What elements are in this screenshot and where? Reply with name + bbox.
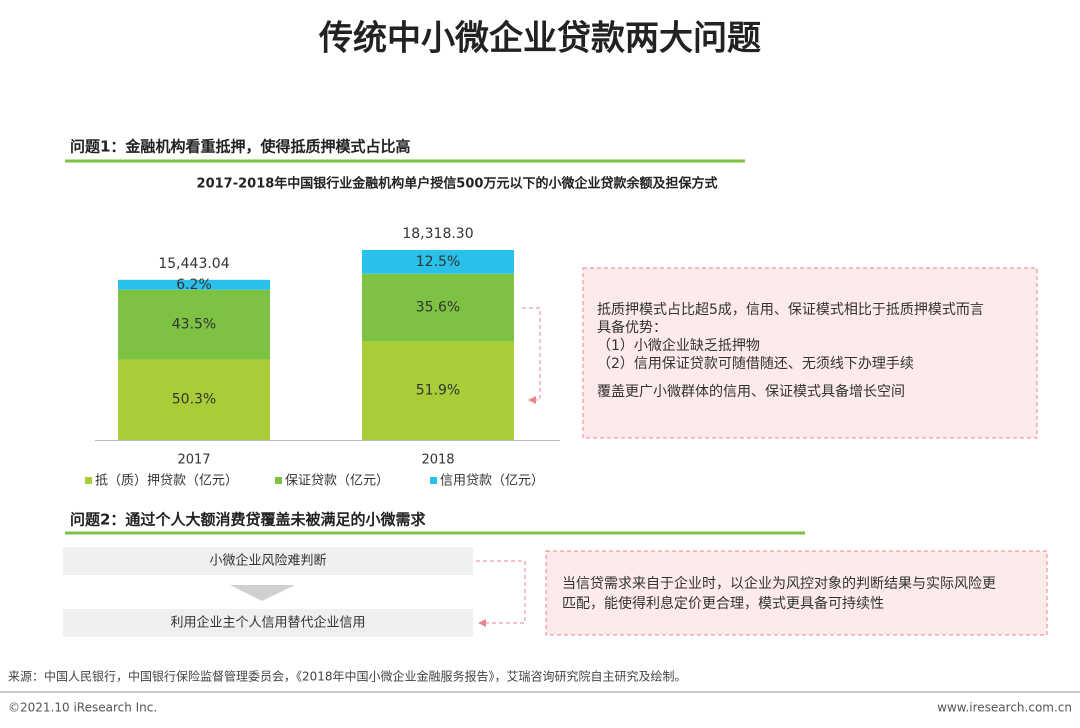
footer-right: www.iresearch.com.cn [937, 701, 1072, 715]
footer-left: ©2021.10 iResearch Inc. [8, 701, 157, 715]
section-title: 问题1：金融机构看重抵押，使得抵质押模式占比高 [70, 138, 410, 156]
value-label: 12.5% [416, 254, 460, 270]
total-label: 15,443.04 [158, 256, 229, 272]
legend-label: 信用贷款（亿元） [440, 474, 544, 489]
note-text: 当信贷需求来自于企业时，以企业为风控对象的判断结果与实际风险更 [562, 575, 996, 592]
note-text: （2）信用保证贷款可随借随还、无须线下办理手续 [597, 355, 914, 372]
step-arrow [230, 585, 295, 601]
value-label: 50.3% [172, 392, 216, 408]
arrow [528, 396, 536, 404]
total-label: 18,318.30 [402, 226, 473, 242]
bar-segment [118, 289, 270, 360]
connector [476, 560, 526, 624]
legend-label: 抵（质）押贷款（亿元） [95, 474, 238, 489]
arrow [478, 619, 486, 627]
chart-title: 2017-2018年中国银行业金融机构单户授信500万元以下的小微企业贷款余额及… [197, 176, 718, 192]
note-text: 覆盖更广小微群体的信用、保证模式具备增长空间 [597, 383, 905, 400]
legend-label: 保证贷款（亿元） [285, 474, 389, 489]
bar-segment [362, 250, 514, 274]
step-box [63, 609, 473, 637]
value-label: 6.2% [176, 277, 212, 293]
slide-title: 传统中小微企业贷款两大问题 [318, 19, 761, 59]
note-box [545, 550, 1048, 636]
connector [522, 307, 541, 401]
x-tick-label: 2017 [177, 453, 210, 468]
legend-swatch [85, 477, 92, 484]
bar-segment [362, 341, 514, 440]
note-text: 具备优势： [597, 319, 667, 336]
step-text: 小微企业风险难判断 [209, 553, 326, 569]
note-box [582, 267, 1038, 439]
value-label: 51.9% [416, 383, 460, 399]
note-text: （1）小微企业缺乏抵押物 [597, 337, 760, 354]
value-label: 35.6% [416, 300, 460, 316]
section-title: 问题2：通过个人大额消费贷覆盖未被满足的小微需求 [70, 511, 426, 529]
value-label: 43.5% [172, 317, 216, 333]
note-text: 抵质押模式占比超5成，信用、保证模式相比于抵质押模式而言 [597, 302, 984, 318]
bar-segment [362, 273, 514, 342]
bar-segment [118, 279, 270, 290]
note-text: 匹配，能使得利息定价更合理，模式更具备可持续性 [562, 595, 884, 612]
x-tick-label: 2018 [421, 453, 454, 468]
source: 来源：中国人民银行，中国银行保险监督管理委员会，《2018年中国小微企业金融服务… [8, 669, 687, 684]
legend-swatch [430, 477, 437, 484]
step-box [63, 547, 473, 575]
legend-swatch [275, 477, 282, 484]
step-text: 利用企业主个人信用替代企业信用 [170, 615, 365, 631]
bar-segment [118, 359, 270, 440]
